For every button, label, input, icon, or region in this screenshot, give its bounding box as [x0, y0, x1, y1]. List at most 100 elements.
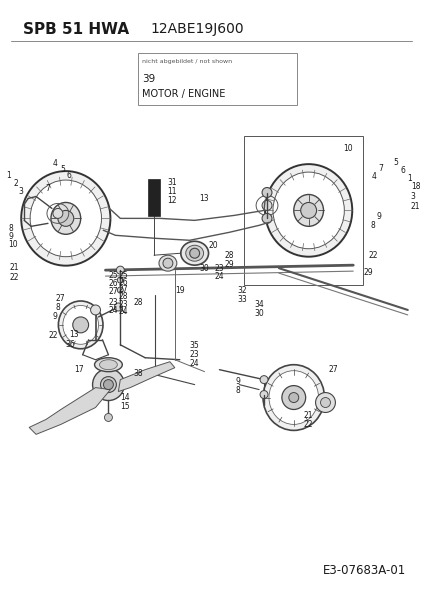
Ellipse shape [21, 171, 110, 266]
Text: 27: 27 [56, 293, 66, 302]
Text: 28: 28 [224, 251, 234, 260]
Ellipse shape [269, 371, 318, 424]
Text: 8: 8 [8, 224, 13, 233]
Text: 13: 13 [200, 194, 209, 203]
Text: 9: 9 [53, 313, 58, 322]
Text: 27: 27 [109, 287, 118, 296]
Text: 7: 7 [378, 164, 383, 173]
Text: 21: 21 [9, 263, 19, 272]
Polygon shape [118, 362, 175, 392]
Text: 39: 39 [142, 74, 155, 84]
Text: 31: 31 [167, 178, 176, 187]
Circle shape [260, 391, 268, 398]
Ellipse shape [186, 245, 204, 261]
Circle shape [116, 266, 124, 274]
Text: 10: 10 [343, 144, 353, 153]
Text: 22: 22 [9, 272, 19, 281]
Text: 24: 24 [118, 307, 128, 316]
Text: 23: 23 [118, 301, 128, 310]
Circle shape [315, 392, 335, 412]
Circle shape [100, 377, 116, 392]
Text: SPB 51 HWA: SPB 51 HWA [23, 22, 129, 37]
Text: 38: 38 [133, 369, 143, 378]
Ellipse shape [63, 305, 98, 344]
Text: 14: 14 [120, 393, 130, 402]
Text: 35: 35 [190, 341, 199, 350]
Circle shape [117, 277, 123, 283]
Text: 9: 9 [376, 212, 381, 221]
Circle shape [260, 376, 268, 383]
Text: E3-07683A-01: E3-07683A-01 [323, 564, 406, 577]
Circle shape [301, 202, 317, 218]
Circle shape [163, 258, 173, 268]
Text: 22: 22 [49, 331, 59, 340]
Ellipse shape [263, 365, 324, 430]
Text: 21: 21 [411, 202, 420, 211]
Text: 15: 15 [120, 402, 130, 411]
Ellipse shape [100, 360, 117, 370]
Text: 26: 26 [109, 278, 118, 287]
Text: 7: 7 [45, 184, 50, 193]
Text: 24: 24 [190, 359, 199, 368]
Circle shape [262, 214, 272, 223]
Circle shape [282, 386, 306, 409]
Text: 25: 25 [109, 271, 118, 280]
Circle shape [289, 392, 299, 403]
Text: 8: 8 [235, 386, 240, 395]
Text: 23: 23 [190, 350, 199, 359]
Text: 10: 10 [8, 240, 18, 249]
Circle shape [262, 188, 272, 197]
Text: 34: 34 [254, 301, 264, 310]
Text: 19: 19 [175, 286, 184, 295]
Text: 8: 8 [370, 221, 375, 230]
Circle shape [73, 317, 89, 333]
Polygon shape [29, 388, 110, 434]
Text: 27: 27 [329, 365, 338, 374]
Text: 29: 29 [363, 268, 373, 277]
Circle shape [262, 200, 272, 211]
Text: 11: 11 [167, 187, 176, 196]
Text: 26: 26 [118, 278, 128, 287]
Text: 1: 1 [6, 171, 11, 180]
Ellipse shape [273, 172, 344, 249]
Text: MOTOR / ENGINE: MOTOR / ENGINE [142, 89, 226, 99]
Circle shape [53, 208, 63, 218]
Circle shape [92, 368, 124, 401]
Text: 12ABE19J600: 12ABE19J600 [150, 22, 244, 36]
Text: 20: 20 [209, 241, 218, 250]
Text: 30: 30 [200, 263, 209, 272]
Text: 1: 1 [407, 174, 412, 183]
Circle shape [58, 211, 74, 226]
Circle shape [104, 413, 112, 421]
Circle shape [321, 398, 330, 407]
Text: 3: 3 [18, 187, 23, 196]
Text: 8: 8 [56, 304, 61, 313]
Text: 9: 9 [235, 377, 240, 386]
Text: 4: 4 [53, 159, 58, 168]
Text: nicht abgebildet / not shown: nicht abgebildet / not shown [142, 59, 232, 64]
Circle shape [106, 382, 112, 388]
Text: 22: 22 [304, 420, 313, 429]
Text: 5: 5 [61, 165, 66, 174]
Text: 13: 13 [69, 331, 78, 340]
Bar [244, 136, 363, 285]
Text: 29: 29 [224, 260, 234, 269]
Text: 23: 23 [215, 263, 224, 272]
Text: 23: 23 [109, 298, 118, 307]
Text: 12: 12 [167, 196, 176, 205]
Circle shape [117, 287, 123, 293]
Text: 21: 21 [304, 411, 313, 420]
Text: 17: 17 [74, 365, 84, 374]
Ellipse shape [294, 194, 324, 226]
Text: 27: 27 [118, 284, 128, 293]
Circle shape [91, 305, 100, 315]
Text: 24: 24 [215, 272, 224, 281]
Text: 6: 6 [401, 166, 406, 175]
Text: 5: 5 [393, 158, 398, 167]
Ellipse shape [265, 164, 352, 257]
Ellipse shape [51, 202, 81, 235]
Circle shape [114, 303, 122, 311]
Bar [138, 53, 297, 105]
Text: 28: 28 [133, 298, 143, 307]
Text: 25: 25 [118, 271, 128, 280]
